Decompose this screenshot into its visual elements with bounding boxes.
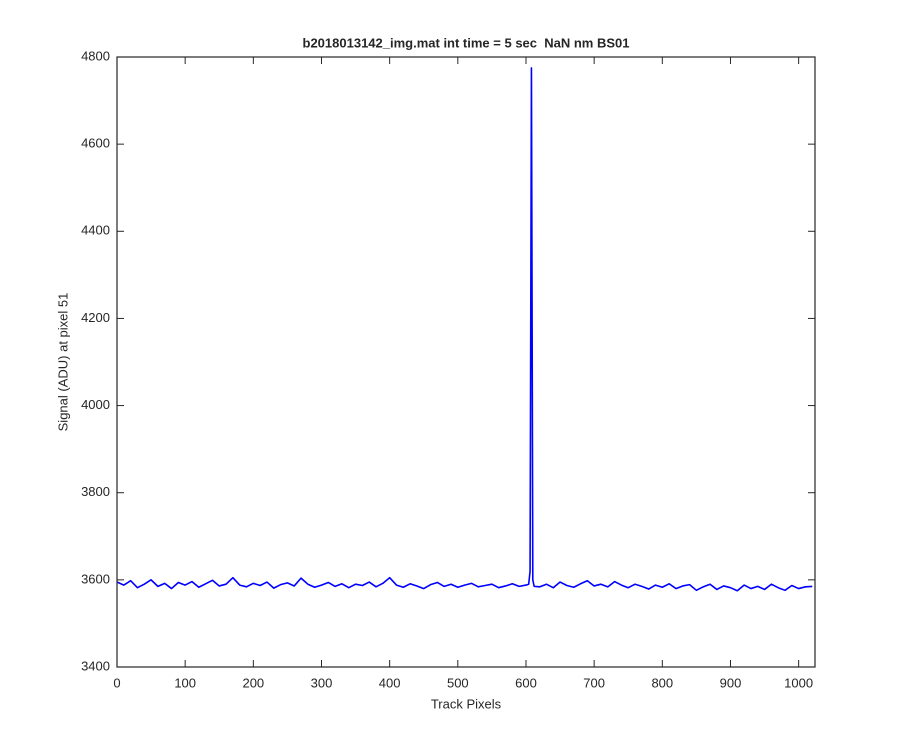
x-tick-label: 1000	[784, 675, 813, 690]
x-tick-label: 600	[515, 675, 537, 690]
y-tick-label: 4400	[81, 223, 110, 238]
plot-frame	[116, 56, 816, 668]
y-tick-label: 3600	[81, 571, 110, 586]
x-tick-label: 300	[311, 675, 333, 690]
x-tick-label: 500	[447, 675, 469, 690]
x-tick-label: 0	[113, 675, 120, 690]
x-tick-label: 100	[174, 675, 196, 690]
y-tick-label: 4600	[81, 136, 110, 151]
y-tick-label: 4200	[81, 310, 110, 325]
x-tick-label: 700	[583, 675, 605, 690]
y-tick-label: 4800	[81, 48, 110, 63]
x-tick-label: 900	[720, 675, 742, 690]
y-tick-label: 3800	[81, 484, 110, 499]
y-tick-label: 3400	[81, 658, 110, 673]
y-tick-label: 4000	[81, 397, 110, 412]
y-axis-label: Signal (ADU) at pixel 51	[55, 293, 70, 432]
x-tick-label: 800	[651, 675, 673, 690]
data-line	[116, 67, 813, 592]
x-tick-label: 200	[242, 675, 264, 690]
x-tick-label: 400	[379, 675, 401, 690]
x-axis-label: Track Pixels	[431, 696, 502, 711]
chart-title: b2018013142_img.mat int time = 5 sec NaN…	[303, 35, 630, 50]
